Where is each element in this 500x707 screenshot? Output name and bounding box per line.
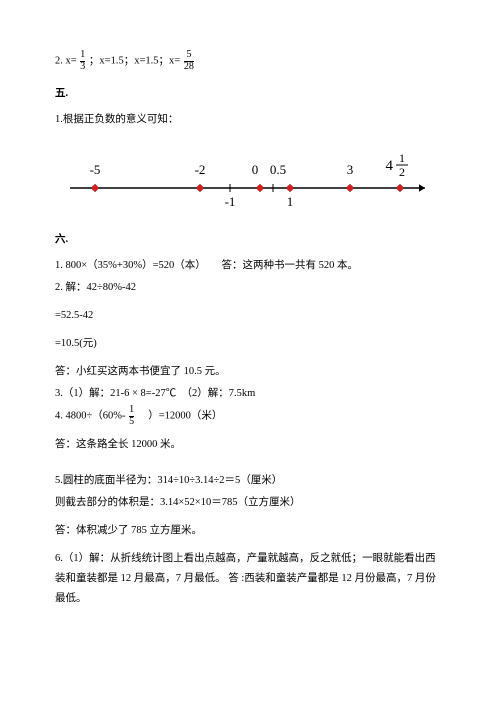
frac-num: 5 (184, 50, 194, 61)
sec6-l12: 6.（1）解：从折线统计图上看出点越高，产量就越高，反之就低；一眼就能看出西装和… (55, 549, 445, 609)
svg-text:-2: -2 (195, 162, 206, 177)
svg-text:-1: -1 (225, 194, 236, 209)
section-6-head: 六. (55, 230, 445, 250)
sec6-l9: 5.圆柱的底面半径为：314÷10÷3.14÷2＝5（厘米） (55, 471, 445, 491)
sec6-l6: 3.（1）解：21-6 × 8=-27℃ （2）解：7.5km (55, 384, 445, 404)
svg-text:0.5: 0.5 (270, 162, 286, 177)
number-line-svg: -5-2-100.513412 (55, 148, 435, 218)
frac-num: 1 (129, 405, 134, 416)
svg-text:0: 0 (252, 162, 259, 177)
section-5-head: 五. (55, 84, 445, 104)
svg-text:2: 2 (399, 165, 405, 179)
frac-den: 5 (129, 416, 134, 428)
svg-text:4: 4 (386, 158, 394, 174)
sec6-l5: 答：小红买这两本书便宜了 10.5 元。 (55, 362, 445, 382)
sec5-line1: 1.根据正负数的意义可知： (55, 110, 445, 130)
eq2-frac2: 5 28 (184, 50, 194, 72)
eq2-mid: ；x=1.5；x=1.5；x= (89, 55, 180, 66)
sec6-l11: 答：体积减少了 785 立方厘米。 (55, 521, 445, 541)
sec6-l2: 2. 解：42÷80%-42 (55, 278, 445, 298)
sec6-l8: 答：这条路全长 12000 米。 (55, 435, 445, 455)
spacer (55, 457, 445, 471)
svg-text:3: 3 (347, 162, 354, 177)
sec6-l3: =52.5-42 (55, 306, 445, 326)
sec6-l7-frac: 1 5 (129, 405, 134, 427)
frac-num: 1 (80, 50, 85, 61)
page: 2. x= 1 3 ；x=1.5；x=1.5；x= 5 28 五. 1.根据正负… (0, 0, 500, 641)
svg-text:1: 1 (287, 194, 294, 209)
sec6-l1: 1. 800×（35%+30%）=520（本） 答：这两种书一共有 520 本。 (55, 256, 445, 276)
sec6-l7: 4. 4800÷（60%- 1 5 ）=12000（米） (55, 405, 445, 427)
sec6-l4: =10.5(元) (55, 334, 445, 354)
eq2-prefix: 2. x= (55, 55, 77, 66)
number-line: -5-2-100.513412 (55, 148, 445, 218)
sec6-l10: 则截去部分的体积是：3.14×52×10＝785（立方厘米） (55, 493, 445, 513)
frac-den: 28 (184, 61, 194, 73)
svg-text:-5: -5 (90, 162, 101, 177)
sec6-l7b: ）=12000（米） (138, 411, 223, 422)
svg-text:1: 1 (399, 151, 405, 165)
frac-den: 3 (80, 61, 85, 73)
eq2-frac1: 1 3 (80, 50, 85, 72)
sec6-l7a: 4. 4800÷（60%- (55, 411, 126, 422)
equation-line-2: 2. x= 1 3 ；x=1.5；x=1.5；x= 5 28 (55, 50, 445, 72)
